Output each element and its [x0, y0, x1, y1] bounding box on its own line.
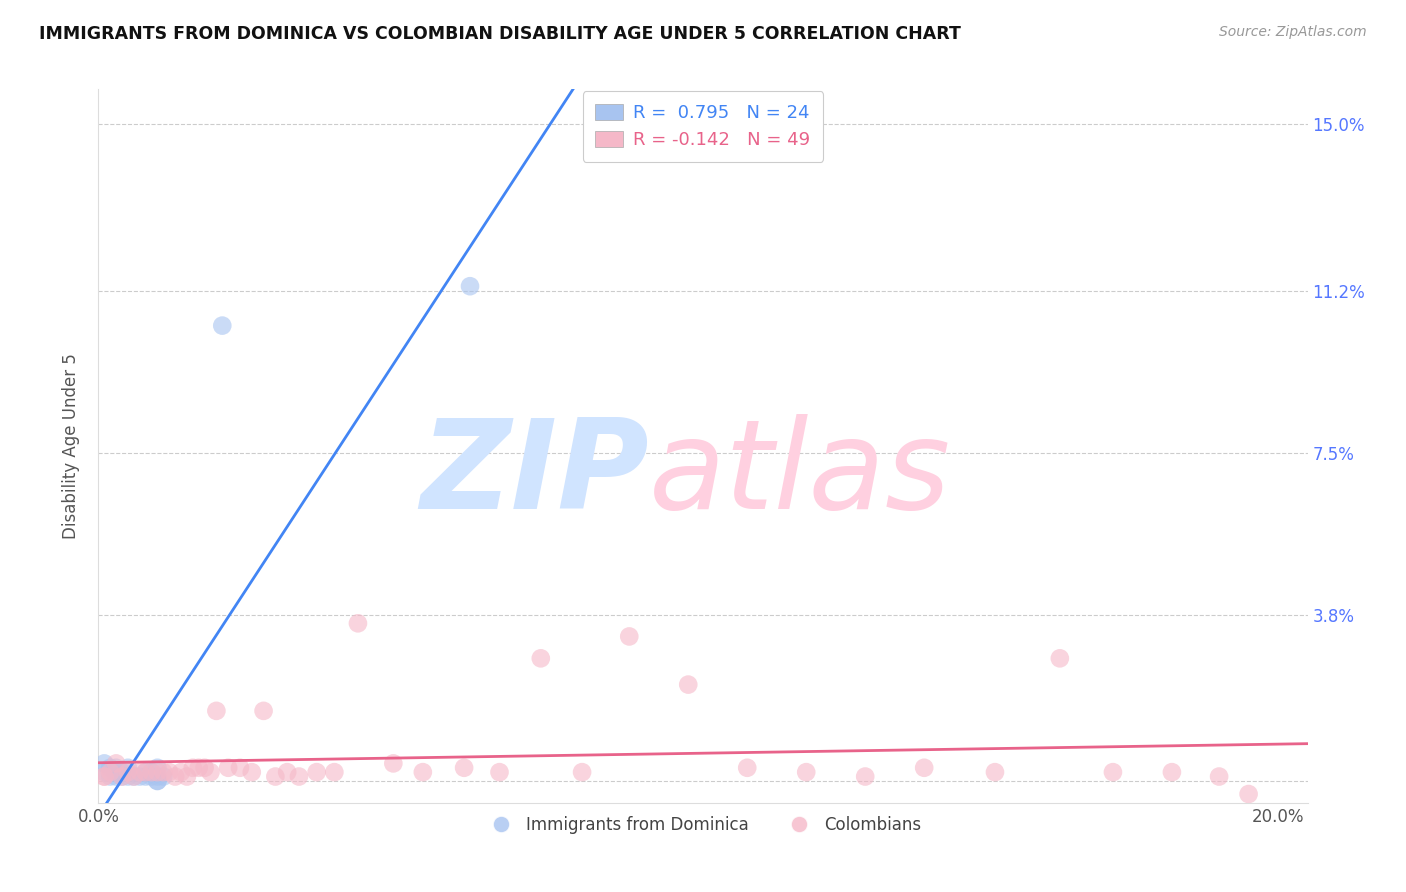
Point: [128, 770, 150, 784]
Point: [1161, 765, 1184, 780]
Point: [141, 765, 163, 780]
Point: [98, 770, 121, 784]
Point: [111, 770, 134, 784]
Point: [111, 770, 134, 784]
Point: [93, 765, 115, 780]
Point: [105, 756, 128, 771]
Point: [141, 765, 163, 780]
Point: [122, 770, 145, 784]
Text: atlas: atlas: [648, 414, 950, 535]
Point: [1102, 765, 1125, 780]
Point: [117, 761, 139, 775]
Point: [305, 765, 328, 780]
Point: [211, 318, 233, 333]
Point: [984, 765, 1007, 780]
Point: [912, 761, 935, 775]
Point: [200, 765, 222, 780]
Point: [93, 756, 115, 771]
Point: [571, 765, 593, 780]
Point: [93, 770, 115, 784]
Point: [135, 765, 157, 780]
Point: [264, 770, 287, 784]
Point: [98, 765, 121, 780]
Text: Source: ZipAtlas.com: Source: ZipAtlas.com: [1219, 25, 1367, 39]
Point: [853, 770, 876, 784]
Point: [146, 770, 169, 784]
Point: [128, 765, 150, 780]
Point: [105, 761, 128, 775]
Legend: Immigrants from Dominica, Colombians: Immigrants from Dominica, Colombians: [478, 810, 928, 841]
Text: IMMIGRANTS FROM DOMINICA VS COLOMBIAN DISABILITY AGE UNDER 5 CORRELATION CHART: IMMIGRANTS FROM DOMINICA VS COLOMBIAN DI…: [39, 25, 962, 43]
Point: [111, 765, 134, 780]
Point: [530, 651, 553, 665]
Point: [412, 765, 434, 780]
Point: [105, 770, 128, 784]
Point: [619, 629, 641, 643]
Point: [117, 770, 139, 784]
Point: [240, 765, 263, 780]
Point: [453, 761, 475, 775]
Point: [98, 761, 121, 775]
Point: [323, 765, 346, 780]
Point: [205, 704, 228, 718]
Point: [458, 279, 481, 293]
Text: ZIP: ZIP: [420, 414, 648, 535]
Point: [794, 765, 817, 780]
Point: [146, 765, 169, 780]
Point: [1208, 770, 1230, 784]
Point: [170, 765, 193, 780]
Point: [117, 765, 139, 780]
Point: [181, 761, 204, 775]
Point: [146, 773, 169, 788]
Point: [735, 761, 758, 775]
Point: [187, 761, 209, 775]
Point: [152, 770, 174, 784]
Point: [194, 761, 217, 775]
Point: [217, 761, 239, 775]
Point: [276, 765, 298, 780]
Point: [157, 765, 180, 780]
Point: [1049, 651, 1071, 665]
Point: [141, 770, 163, 784]
Point: [146, 761, 169, 775]
Point: [135, 770, 157, 784]
Point: [122, 770, 145, 784]
Point: [1237, 787, 1260, 801]
Point: [135, 765, 157, 780]
Point: [165, 770, 187, 784]
Point: [152, 765, 174, 780]
Point: [252, 704, 274, 718]
Point: [678, 677, 700, 691]
Point: [229, 761, 252, 775]
Y-axis label: Disability Age Under 5: Disability Age Under 5: [62, 353, 80, 539]
Point: [288, 770, 311, 784]
Point: [488, 765, 510, 780]
Point: [382, 756, 405, 771]
Point: [176, 770, 198, 784]
Point: [93, 770, 115, 784]
Point: [105, 765, 128, 780]
Point: [347, 616, 370, 631]
Point: [146, 773, 169, 788]
